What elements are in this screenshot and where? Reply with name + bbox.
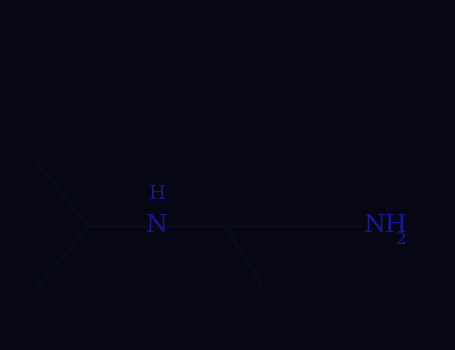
Text: NH: NH	[364, 214, 408, 237]
Text: 2: 2	[396, 231, 406, 248]
Text: H: H	[148, 185, 166, 203]
Text: N: N	[146, 214, 168, 237]
